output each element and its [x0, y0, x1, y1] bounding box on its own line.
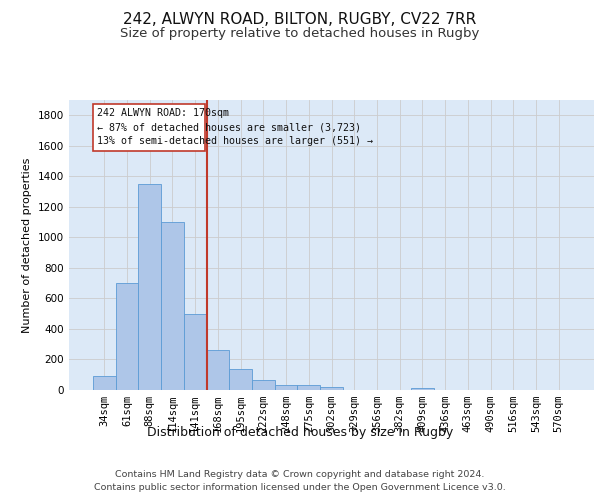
Bar	[298, 386, 320, 390]
Bar	[275, 386, 298, 390]
Bar	[411, 388, 434, 390]
Bar	[184, 314, 206, 390]
FancyBboxPatch shape	[94, 104, 205, 151]
Bar	[93, 376, 116, 390]
Text: Size of property relative to detached houses in Rugby: Size of property relative to detached ho…	[121, 28, 479, 40]
Bar	[206, 350, 229, 390]
Bar	[229, 370, 252, 390]
Text: Distribution of detached houses by size in Rugby: Distribution of detached houses by size …	[147, 426, 453, 439]
Bar	[320, 387, 343, 390]
Text: 242, ALWYN ROAD, BILTON, RUGBY, CV22 7RR: 242, ALWYN ROAD, BILTON, RUGBY, CV22 7RR	[124, 12, 476, 28]
Text: 242 ALWYN ROAD: 170sqm
← 87% of detached houses are smaller (3,723)
13% of semi-: 242 ALWYN ROAD: 170sqm ← 87% of detached…	[97, 108, 373, 146]
Text: Contains public sector information licensed under the Open Government Licence v3: Contains public sector information licen…	[94, 484, 506, 492]
Y-axis label: Number of detached properties: Number of detached properties	[22, 158, 32, 332]
Text: Contains HM Land Registry data © Crown copyright and database right 2024.: Contains HM Land Registry data © Crown c…	[115, 470, 485, 479]
Bar	[116, 283, 139, 390]
Bar	[139, 184, 161, 390]
Bar	[252, 380, 275, 390]
Bar	[161, 222, 184, 390]
